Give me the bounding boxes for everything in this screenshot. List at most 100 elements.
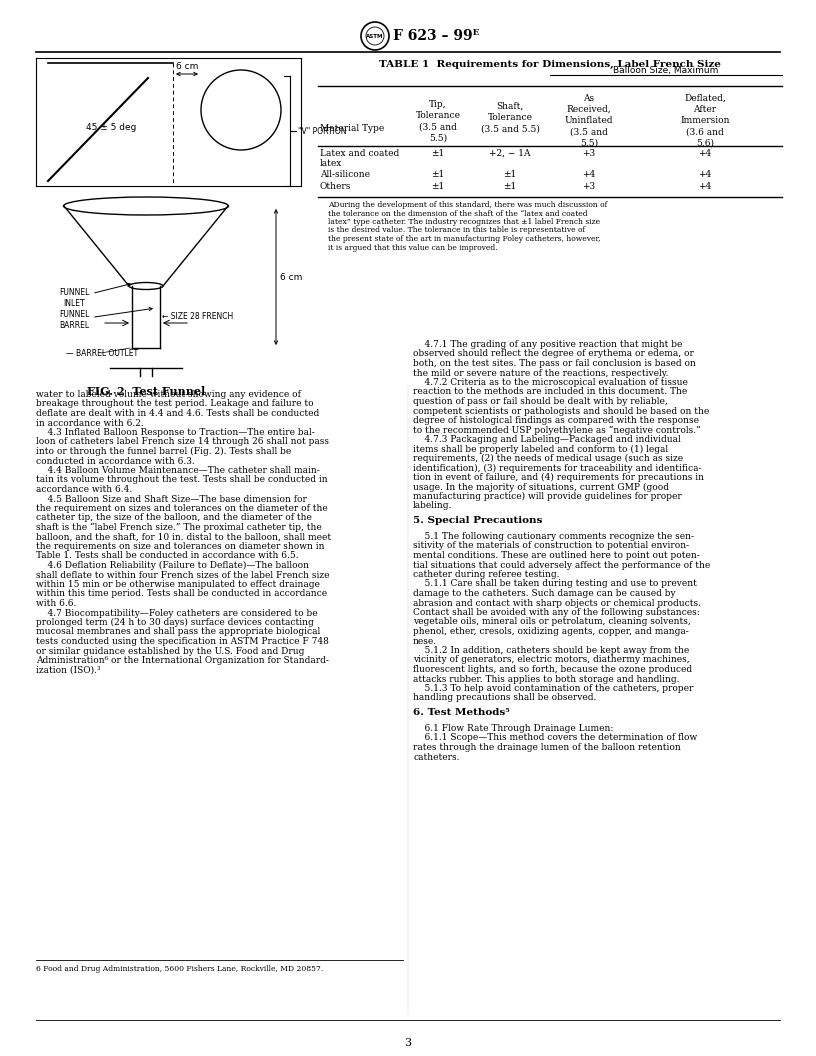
Text: 5.1 The following cautionary comments recognize the sen-: 5.1 The following cautionary comments re…	[413, 532, 694, 541]
Text: 4.4 Balloon Volume Maintenance—The catheter shall main-: 4.4 Balloon Volume Maintenance—The cathe…	[36, 466, 320, 475]
Text: latex” type catheter. The industry recognizes that ±1 label French size: latex” type catheter. The industry recog…	[328, 218, 600, 226]
Text: Shaft,
Tolerance
(3.5 and 5.5): Shaft, Tolerance (3.5 and 5.5)	[481, 102, 539, 133]
Text: 4.7.1 The grading of any positive reaction that might be: 4.7.1 The grading of any positive reacti…	[413, 340, 682, 348]
Text: 4.5 Balloon Size and Shaft Size—The base dimension for: 4.5 Balloon Size and Shaft Size—The base…	[36, 494, 307, 504]
Text: ASTM: ASTM	[366, 34, 384, 38]
Text: manufacturing practice) will provide guidelines for proper: manufacturing practice) will provide gui…	[413, 492, 681, 502]
Text: catheter during referee testing.: catheter during referee testing.	[413, 570, 560, 579]
Text: usage. In the majority of situations, current GMP (good: usage. In the majority of situations, cu…	[413, 483, 669, 492]
Text: tain its volume throughout the test. Tests shall be conducted in: tain its volume throughout the test. Tes…	[36, 475, 328, 485]
Text: items shall be properly labeled and conform to (1) legal: items shall be properly labeled and conf…	[413, 445, 668, 454]
Text: 6 cm: 6 cm	[175, 62, 198, 71]
Text: ← SIZE 28 FRENCH: ← SIZE 28 FRENCH	[162, 312, 233, 321]
Text: 6.1 Flow Rate Through Drainage Lumen:: 6.1 Flow Rate Through Drainage Lumen:	[413, 724, 614, 733]
Text: ADuring the development of this standard, there was much discussion of: ADuring the development of this standard…	[328, 201, 607, 209]
Text: FIG. 2  Test Funnel: FIG. 2 Test Funnel	[86, 386, 205, 397]
Text: within 15 min or be otherwise manipulated to effect drainage: within 15 min or be otherwise manipulate…	[36, 580, 320, 589]
Text: +4: +4	[698, 182, 712, 191]
Text: +4: +4	[698, 149, 712, 158]
Text: it is argued that this value can be improved.: it is argued that this value can be impr…	[328, 244, 498, 251]
Text: 5.1.2 In addition, catheters should be kept away from the: 5.1.2 In addition, catheters should be k…	[413, 646, 690, 655]
Text: +3: +3	[583, 149, 596, 158]
Text: shaft is the “label French size.” The proximal catheter tip, the: shaft is the “label French size.” The pr…	[36, 523, 322, 532]
Text: ±1: ±1	[432, 149, 445, 158]
Text: competent scientists or pathologists and should be based on the: competent scientists or pathologists and…	[413, 407, 709, 415]
Text: 3: 3	[405, 1038, 411, 1048]
Text: 5.1.3 To help avoid contamination of the catheters, proper: 5.1.3 To help avoid contamination of the…	[413, 684, 694, 693]
Text: the requirement on sizes and tolerances on the diameter of the: the requirement on sizes and tolerances …	[36, 504, 328, 513]
Text: mental conditions. These are outlined here to point out poten-: mental conditions. These are outlined he…	[413, 551, 700, 560]
Text: 45 ± 5 deg: 45 ± 5 deg	[86, 124, 136, 132]
Text: "V" PORTION: "V" PORTION	[298, 127, 347, 135]
Text: rates through the drainage lumen of the balloon retention: rates through the drainage lumen of the …	[413, 743, 681, 752]
Text: with 6.6.: with 6.6.	[36, 599, 77, 608]
Text: to the recommended USP polyethylene as “negative controls.”: to the recommended USP polyethylene as “…	[413, 426, 701, 435]
Text: Others: Others	[320, 182, 352, 191]
Text: the present state of the art in manufacturing Foley catheters, however,: the present state of the art in manufact…	[328, 235, 601, 243]
Text: phenol, ether, cresols, oxidizing agents, copper, and manga-: phenol, ether, cresols, oxidizing agents…	[413, 627, 689, 636]
Text: F 623 – 99ᴱ: F 623 – 99ᴱ	[393, 29, 479, 43]
Text: As
Received,
Uninflated
(3.5 and
5.5): As Received, Uninflated (3.5 and 5.5)	[565, 94, 614, 148]
Text: conducted in accordance with 6.3.: conducted in accordance with 6.3.	[36, 456, 195, 466]
Text: loon of catheters label French size 14 through 26 shall not pass: loon of catheters label French size 14 t…	[36, 437, 329, 447]
Text: Contact shall be avoided with any of the following substances:: Contact shall be avoided with any of the…	[413, 608, 700, 617]
Text: 4.3 Inflated Balloon Response to Traction—The entire bal-: 4.3 Inflated Balloon Response to Tractio…	[36, 428, 315, 437]
Text: catheter tip, the size of the balloon, and the diameter of the: catheter tip, the size of the balloon, a…	[36, 513, 312, 523]
Text: the mild or severe nature of the reactions, respectively.: the mild or severe nature of the reactio…	[413, 369, 668, 377]
Text: 6.1.1 Scope—This method covers the determination of flow: 6.1.1 Scope—This method covers the deter…	[413, 734, 697, 742]
Text: Balloon Size, Maximum: Balloon Size, Maximum	[614, 65, 719, 75]
Text: abrasion and contact with sharp objects or chemical products.: abrasion and contact with sharp objects …	[413, 599, 701, 607]
Text: tial situations that could adversely affect the performance of the: tial situations that could adversely aff…	[413, 561, 710, 569]
Text: reaction to the methods are included in this document. The: reaction to the methods are included in …	[413, 388, 687, 396]
Text: accordance with 6.4.: accordance with 6.4.	[36, 485, 132, 494]
Text: into or through the funnel barrel (Fig. 2). Tests shall be: into or through the funnel barrel (Fig. …	[36, 447, 291, 456]
Text: question of pass or fail should be dealt with by reliable,: question of pass or fail should be dealt…	[413, 397, 667, 406]
Text: requirements, (2) the needs of medical usage (such as size: requirements, (2) the needs of medical u…	[413, 454, 683, 464]
Text: Tip,
Tolerance
(3.5 and
5.5): Tip, Tolerance (3.5 and 5.5)	[415, 100, 460, 143]
Text: ±1: ±1	[432, 170, 445, 180]
Text: nese.: nese.	[413, 637, 437, 645]
Text: Material Type: Material Type	[320, 124, 384, 133]
Text: Deflated,
After
Immersion
(3.6 and
5.6): Deflated, After Immersion (3.6 and 5.6)	[681, 94, 730, 148]
Text: tests conducted using the specification in ASTM Practice F 748: tests conducted using the specification …	[36, 637, 329, 646]
Text: vicinity of generators, electric motors, diathermy machines,: vicinity of generators, electric motors,…	[413, 656, 690, 664]
Text: observed should reflect the degree of erythema or edema, or: observed should reflect the degree of er…	[413, 350, 694, 358]
Text: catheters.: catheters.	[413, 753, 459, 761]
Text: both, on the test sites. The pass or fail conclusion is based on: both, on the test sites. The pass or fai…	[413, 359, 696, 367]
Text: tion in event of failure, and (4) requirements for precautions in: tion in event of failure, and (4) requir…	[413, 473, 704, 483]
Text: within this time period. Tests shall be conducted in accordance: within this time period. Tests shall be …	[36, 589, 327, 599]
Text: deflate are dealt with in 4.4 and 4.6. Tests shall be conducted: deflate are dealt with in 4.4 and 4.6. T…	[36, 409, 319, 418]
Text: +4: +4	[583, 170, 596, 180]
Text: is the desired value. The tolerance in this table is representative of: is the desired value. The tolerance in t…	[328, 226, 585, 234]
Text: attacks rubber. This applies to both storage and handling.: attacks rubber. This applies to both sto…	[413, 675, 680, 683]
Text: +2, − 1A: +2, − 1A	[490, 149, 530, 158]
Text: ±1: ±1	[503, 182, 517, 191]
Text: +4: +4	[698, 170, 712, 180]
Text: labeling.: labeling.	[413, 502, 452, 510]
Text: TABLE 1  Requirements for Dimensions, Label French Size: TABLE 1 Requirements for Dimensions, Lab…	[379, 60, 721, 69]
Text: 4.7.2 Criteria as to the microscopical evaluation of tissue: 4.7.2 Criteria as to the microscopical e…	[413, 378, 688, 386]
Text: the tolerance on the dimension of the shaft of the “latex and coated: the tolerance on the dimension of the sh…	[328, 209, 588, 218]
Text: ization (ISO).³: ization (ISO).³	[36, 665, 100, 675]
Text: 6 Food and Drug Administration, 5600 Fishers Lane, Rockville, MD 20857.: 6 Food and Drug Administration, 5600 Fis…	[36, 965, 323, 973]
Text: FUNNEL
BARREL: FUNNEL BARREL	[59, 307, 152, 329]
Text: ±1: ±1	[432, 182, 445, 191]
Text: sitivity of the materials of construction to potential environ-: sitivity of the materials of constructio…	[413, 542, 690, 550]
Text: Latex and coated
latex: Latex and coated latex	[320, 149, 399, 168]
Text: 4.7 Biocompatibility—Foley catheters are considered to be: 4.7 Biocompatibility—Foley catheters are…	[36, 608, 317, 618]
Text: fluorescent lights, and so forth, because the ozone produced: fluorescent lights, and so forth, becaus…	[413, 665, 692, 674]
Text: mucosal membranes and shall pass the appropriate biological: mucosal membranes and shall pass the app…	[36, 627, 320, 637]
Text: breakage throughout the test period. Leakage and failure to: breakage throughout the test period. Lea…	[36, 399, 313, 409]
Text: 5.1.1 Care shall be taken during testing and use to prevent: 5.1.1 Care shall be taken during testing…	[413, 580, 697, 588]
Text: vegetable oils, mineral oils or petrolatum, cleaning solvents,: vegetable oils, mineral oils or petrolat…	[413, 618, 691, 626]
Text: handling precautions shall be observed.: handling precautions shall be observed.	[413, 694, 596, 702]
Text: balloon, and the shaft, for 10 in. distal to the balloon, shall meet: balloon, and the shaft, for 10 in. dista…	[36, 532, 331, 542]
Text: identification), (3) requirements for traceability and identifica-: identification), (3) requirements for tr…	[413, 464, 702, 473]
Text: 5. Special Precautions: 5. Special Precautions	[413, 516, 543, 525]
Text: degree of histological findings as compared with the response: degree of histological findings as compa…	[413, 416, 699, 425]
Text: Table 1. Tests shall be conducted in accordance with 6.5.: Table 1. Tests shall be conducted in acc…	[36, 551, 299, 561]
Text: Administration⁶ or the International Organization for Standard-: Administration⁶ or the International Org…	[36, 656, 329, 665]
Text: prolonged term (24 h to 30 days) surface devices contacting: prolonged term (24 h to 30 days) surface…	[36, 618, 313, 627]
Text: 6. Test Methods⁵: 6. Test Methods⁵	[413, 708, 510, 717]
Text: 6 cm: 6 cm	[280, 272, 303, 282]
